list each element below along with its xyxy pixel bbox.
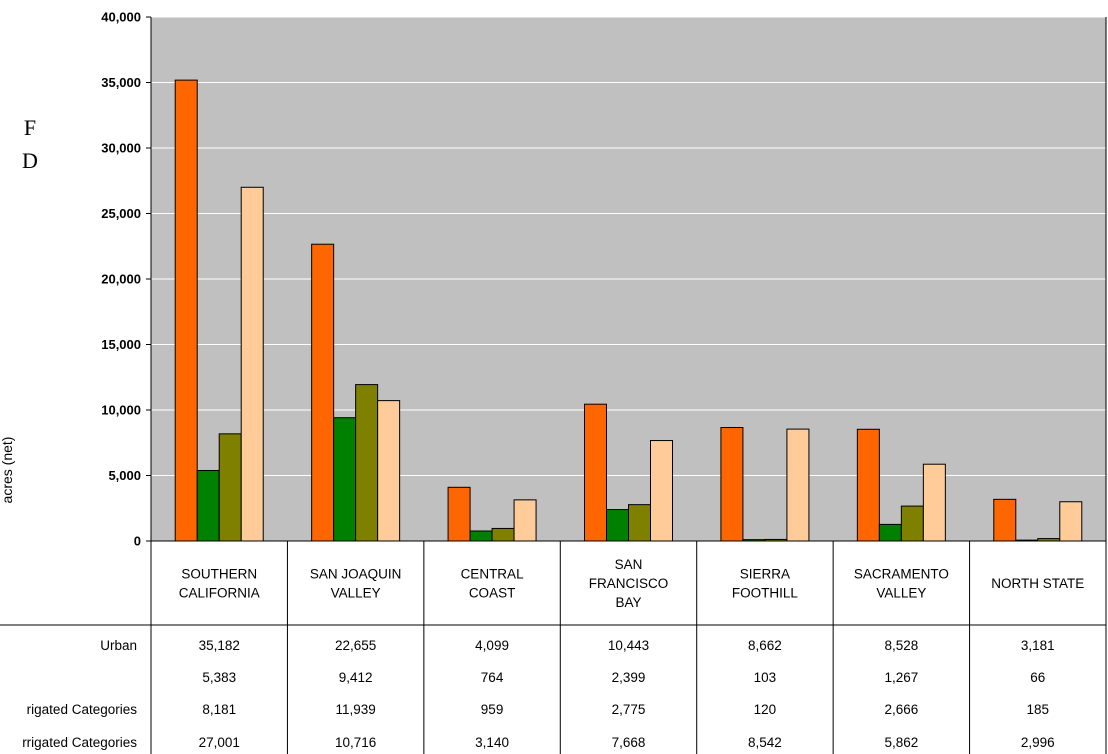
- data-table: Urban 35,182 22,655 4,099 10,443 8,662 8,528 3,…: [22, 638, 1054, 750]
- bar: [786, 428, 810, 542]
- row-label: Urban: [100, 638, 137, 653]
- table-cell: 3,181: [1021, 638, 1055, 653]
- table-cell: 5,862: [884, 735, 918, 750]
- table-cell: 2,399: [612, 670, 646, 685]
- bar: [218, 433, 242, 542]
- table-cell: 66: [1030, 670, 1045, 685]
- table-cell: 8,181: [202, 702, 236, 717]
- table-cell: 1,267: [884, 670, 918, 685]
- table-cell: 8,662: [748, 638, 782, 653]
- side-letter-d: D: [22, 148, 38, 173]
- row-label: rrigated Categories: [22, 735, 137, 750]
- category-labels: SOUTHERN CALIFORNIA SAN JOAQUIN VALLEY CENTR…: [179, 557, 1085, 610]
- bar: [311, 243, 335, 542]
- bar: [606, 509, 629, 542]
- category-label: VALLEY: [331, 586, 381, 601]
- y-tick-label: 10,000: [101, 403, 141, 418]
- bar: [196, 469, 220, 542]
- y-tick-label: 15,000: [101, 337, 141, 352]
- category-label: CENTRAL: [461, 567, 525, 582]
- category-label: FOOTHILL: [732, 586, 799, 601]
- table-cell: 2,775: [612, 702, 646, 717]
- table-cell: 764: [481, 670, 504, 685]
- category-label: BAY: [615, 595, 641, 610]
- table-cell: 27,001: [199, 735, 240, 750]
- table-cell: 8,542: [748, 735, 782, 750]
- table-cell: 9,412: [339, 670, 373, 685]
- y-tick-label: 20,000: [101, 272, 141, 287]
- table-cell: 10,716: [335, 735, 376, 750]
- bar: [878, 523, 902, 542]
- table-cell: 35,182: [199, 638, 240, 653]
- table-cell: 185: [1027, 702, 1050, 717]
- category-label: SIERRA: [740, 567, 790, 582]
- table-cell: 22,655: [335, 638, 376, 653]
- table-cell: 11,939: [335, 702, 375, 717]
- bar: [650, 440, 673, 542]
- bar: [922, 463, 946, 542]
- table-cell: 8,528: [884, 638, 918, 653]
- table-cell: 2,666: [884, 702, 918, 717]
- table-cell: 7,668: [612, 735, 646, 750]
- bar: [174, 79, 198, 542]
- y-tick-label: 0: [134, 534, 141, 549]
- y-tick-labels: 0 5,000 10,000 15,000 20,000 25,000 30,000 35,0…: [101, 10, 141, 549]
- bar: [993, 498, 1017, 542]
- y-tick-label: 35,000: [101, 75, 141, 90]
- bar: [628, 504, 651, 542]
- bar: [355, 384, 379, 542]
- bar: [447, 486, 471, 542]
- table-cell: 5,383: [202, 670, 236, 685]
- bar: [333, 417, 357, 542]
- bar: [513, 499, 537, 542]
- bar: [240, 186, 264, 542]
- table-cell: 959: [481, 702, 504, 717]
- bar: [856, 428, 880, 542]
- side-letter-f: F: [24, 115, 36, 140]
- category-label: SAN JOAQUIN: [310, 567, 402, 582]
- table-cell: 4,099: [475, 638, 509, 653]
- bar: [1059, 501, 1083, 542]
- y-tick-label: 30,000: [101, 141, 141, 156]
- bar: [469, 530, 493, 542]
- y-tick-label: 40,000: [101, 10, 141, 25]
- category-label: SAN: [615, 557, 643, 572]
- bar: [584, 403, 607, 542]
- category-label: FRANCISCO: [589, 576, 669, 591]
- category-label: NORTH STATE: [991, 576, 1084, 591]
- category-label: COAST: [469, 586, 516, 601]
- category-label: SOUTHERN: [181, 567, 257, 582]
- gridlines: [146, 16, 1106, 542]
- table-cell: 3,140: [475, 735, 509, 750]
- bar: [720, 427, 744, 542]
- y-axis-label: acres (net): [0, 437, 15, 504]
- table-cell: 10,443: [608, 638, 649, 653]
- category-label: VALLEY: [876, 586, 926, 601]
- y-tick-label: 25,000: [101, 206, 141, 221]
- table-cell: 103: [754, 670, 777, 685]
- row-label: rigated Categories: [27, 702, 138, 717]
- category-label: CALIFORNIA: [179, 586, 260, 601]
- bar: [377, 400, 401, 542]
- bar: [900, 505, 924, 542]
- category-label: SACRAMENTO: [854, 567, 949, 582]
- y-tick-label: 5,000: [108, 468, 141, 483]
- table-cell: 2,996: [1021, 735, 1055, 750]
- table-cell: 120: [754, 702, 777, 717]
- axes: [0, 17, 1107, 754]
- bar: [491, 527, 515, 542]
